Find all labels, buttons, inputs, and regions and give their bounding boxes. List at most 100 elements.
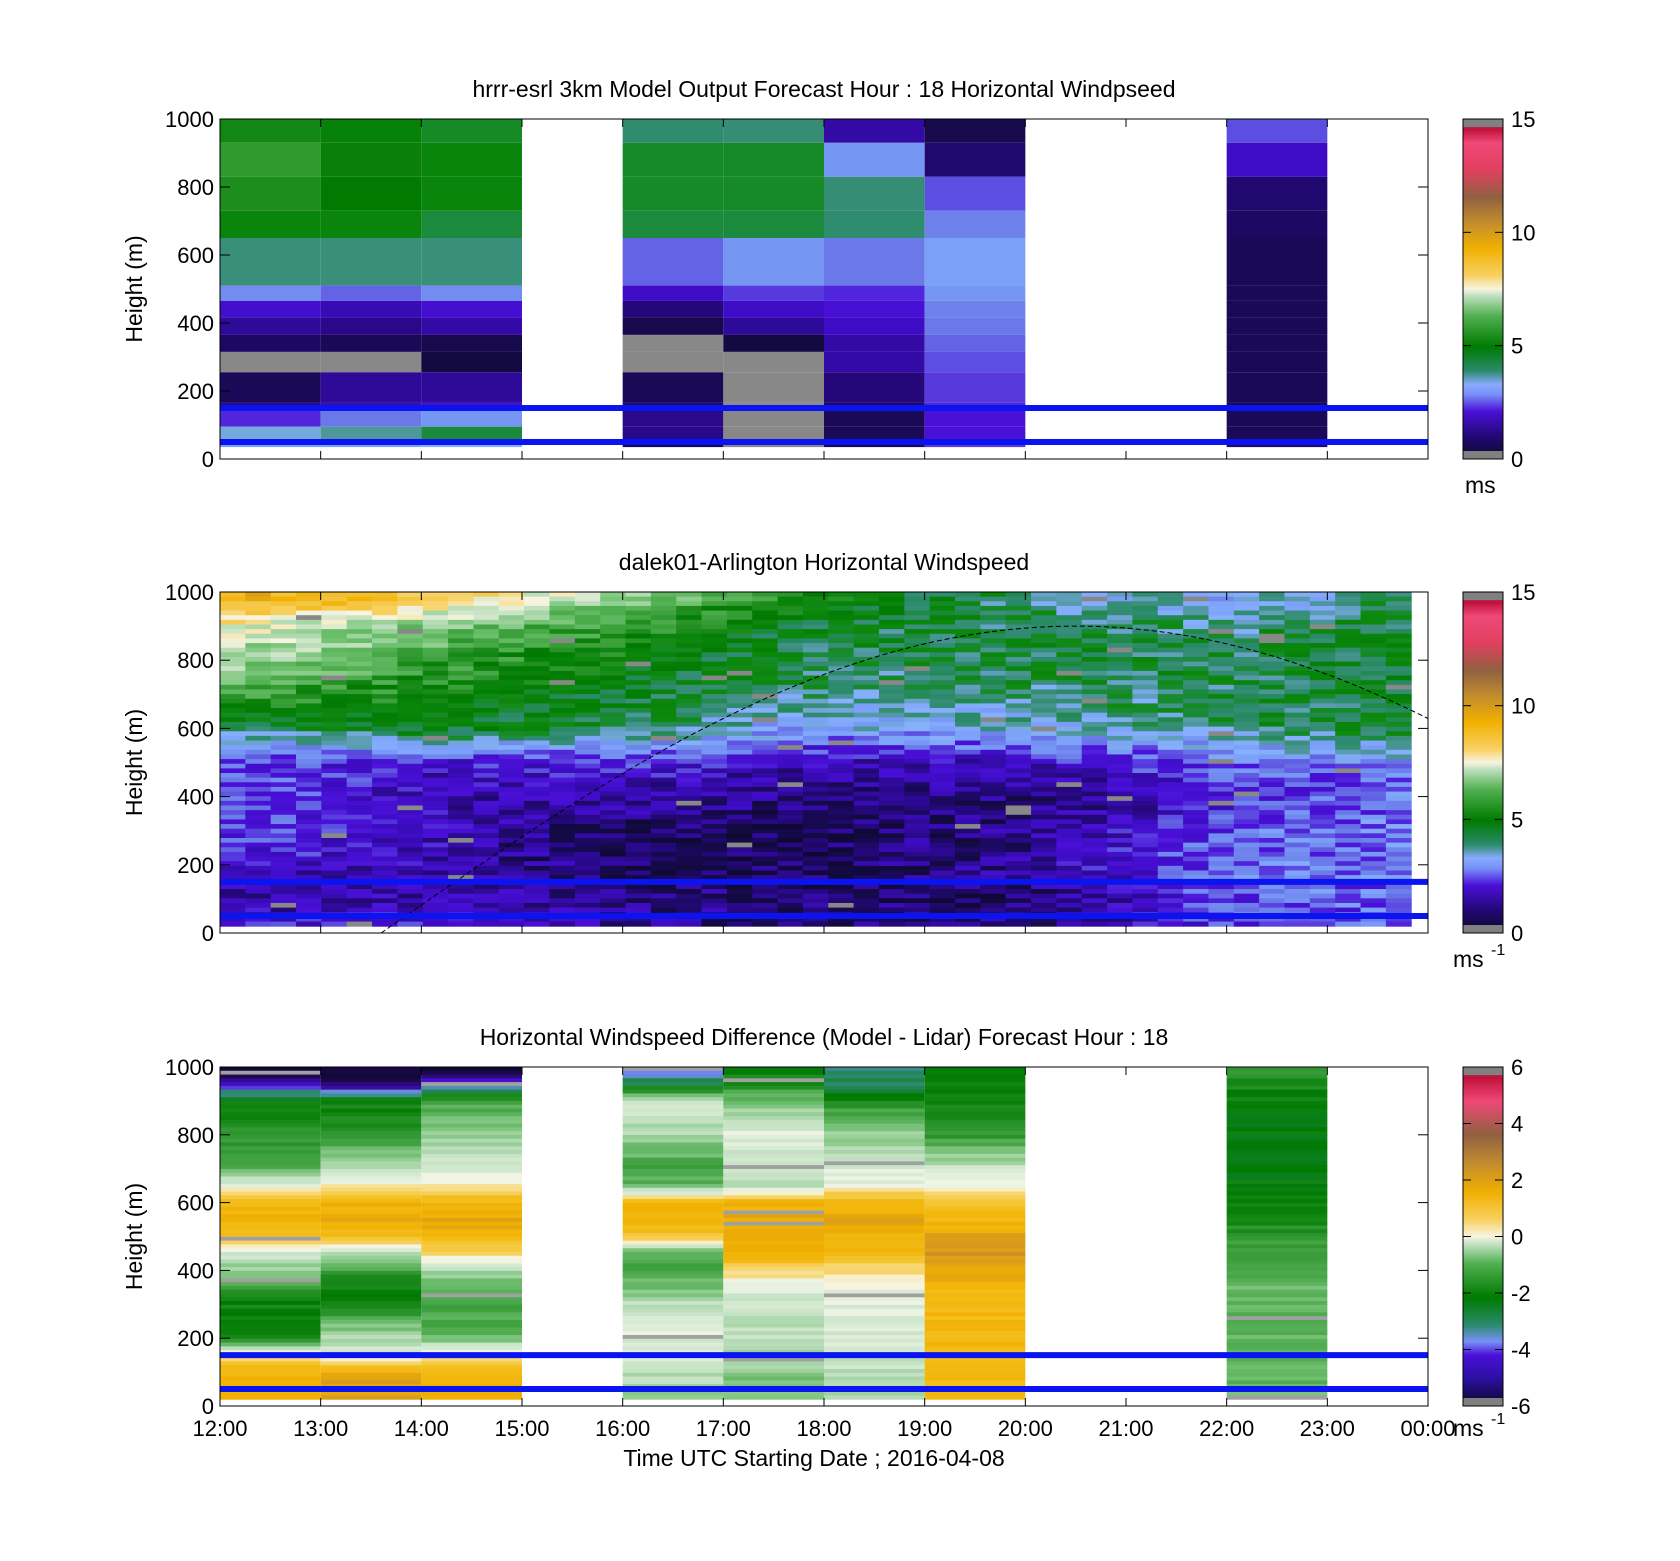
heatmap-cell	[448, 847, 474, 853]
heatmap-cell	[622, 1361, 724, 1366]
heatmap-cell	[1360, 684, 1387, 690]
heatmap-cell	[1259, 735, 1285, 742]
heatmap-cell	[955, 610, 981, 616]
heatmap-cell	[574, 670, 601, 677]
colorbar-unit-superscript: -1	[1491, 1411, 1505, 1428]
heatmap-cell	[828, 735, 855, 742]
heatmap-cell	[1233, 875, 1260, 881]
heatmap-cell	[473, 633, 500, 639]
heatmap-cell	[524, 740, 550, 746]
heatmap-cell	[650, 754, 677, 760]
heatmap-cell	[1226, 1078, 1328, 1083]
heatmap-cell	[828, 698, 855, 704]
heatmap-cell	[600, 633, 627, 639]
heatmap-cell	[220, 1074, 321, 1079]
heatmap-cell	[824, 300, 925, 318]
heatmap-cell	[752, 731, 779, 737]
heatmap-cell	[321, 656, 348, 663]
heatmap-cell	[853, 735, 880, 742]
heatmap-cell	[1226, 1331, 1328, 1336]
heatmap-cell	[1226, 1153, 1328, 1159]
heatmap-cell	[904, 745, 931, 751]
heatmap-cell	[321, 703, 348, 709]
heatmap-cell	[1385, 643, 1412, 649]
heatmap-cell	[524, 837, 550, 844]
heatmap-cell	[245, 810, 272, 816]
heatmap-cell	[1157, 800, 1184, 807]
heatmap-cell	[372, 810, 398, 816]
heatmap-cell	[723, 1123, 824, 1128]
heatmap-cell	[220, 1304, 321, 1310]
heatmap-cell	[1335, 842, 1362, 848]
heatmap-cell	[1284, 754, 1311, 760]
heatmap-cell	[701, 786, 728, 793]
heatmap-cell	[1226, 1070, 1328, 1076]
heatmap-cell	[622, 142, 724, 177]
heatmap-cell	[924, 1319, 1026, 1325]
heatmap-cell	[824, 1104, 925, 1110]
heatmap-cell	[1031, 833, 1057, 839]
heatmap-cell	[1157, 773, 1184, 779]
heatmap-cell	[1226, 1131, 1328, 1136]
heatmap-cell	[929, 694, 956, 700]
heatmap-cell	[622, 1191, 724, 1196]
heatmap-cell	[600, 884, 627, 890]
heatmap-cell	[924, 1270, 1026, 1276]
heatmap-cell	[421, 1199, 522, 1204]
heatmap-cell	[1360, 619, 1387, 625]
heatmap-cell	[828, 814, 855, 820]
heatmap-cell	[220, 1150, 321, 1155]
heatmap-cell	[421, 1074, 522, 1079]
heatmap-cell	[1031, 731, 1057, 737]
heatmap-cell	[929, 833, 956, 839]
heatmap-cell	[1309, 680, 1336, 686]
heatmap-cell	[321, 712, 348, 718]
heatmap-cell	[1056, 735, 1083, 742]
heatmap-cell	[904, 670, 931, 677]
heatmap-cell	[600, 629, 627, 635]
heatmap-cell	[1107, 749, 1133, 755]
heatmap-cell	[372, 596, 398, 602]
heatmap-cell	[701, 633, 728, 639]
y-tick-label: 200	[177, 1326, 214, 1351]
heatmap-cell	[422, 633, 449, 639]
heatmap-cell	[574, 633, 601, 639]
heatmap-cell	[752, 824, 779, 830]
heatmap-cell	[622, 1093, 724, 1098]
heatmap-cell	[498, 633, 525, 639]
heatmap-cell	[1208, 884, 1235, 890]
heatmap-cell	[1309, 851, 1336, 858]
heatmap-cell	[296, 884, 322, 890]
heatmap-cell	[904, 791, 931, 797]
heatmap-cell	[752, 759, 779, 765]
heatmap-cell	[777, 712, 804, 718]
heatmap-cell	[924, 426, 1026, 442]
colorbar-tick-label: -4	[1511, 1338, 1531, 1363]
heatmap-cell	[1309, 861, 1336, 867]
heatmap-cell	[828, 689, 855, 695]
x-tick-label: 20:00	[998, 1416, 1053, 1441]
heatmap-cell	[600, 619, 627, 625]
heatmap-cell	[676, 916, 703, 923]
heatmap-cell	[473, 870, 500, 876]
heatmap-cell	[878, 745, 905, 751]
heatmap-cell	[650, 619, 677, 625]
heatmap-cell	[1157, 847, 1184, 853]
heatmap-cell	[980, 921, 1007, 927]
heatmap-cell	[777, 689, 804, 695]
heatmap-cell	[1081, 907, 1108, 913]
heatmap-cell	[878, 624, 905, 630]
heatmap-cell	[524, 694, 550, 700]
heatmap-cell	[1284, 898, 1311, 904]
heatmap-cell	[600, 810, 627, 816]
heatmap-cell	[1183, 694, 1209, 700]
heatmap-cell	[904, 735, 931, 742]
heatmap-cell	[802, 708, 829, 714]
heatmap-cell	[1183, 629, 1209, 635]
heatmap-cell	[296, 708, 322, 714]
heatmap-cell	[723, 1134, 824, 1140]
heatmap-cell	[421, 1225, 522, 1230]
heatmap-cell	[1157, 675, 1184, 681]
heatmap-cell	[777, 647, 804, 653]
heatmap-cell	[1208, 837, 1235, 844]
